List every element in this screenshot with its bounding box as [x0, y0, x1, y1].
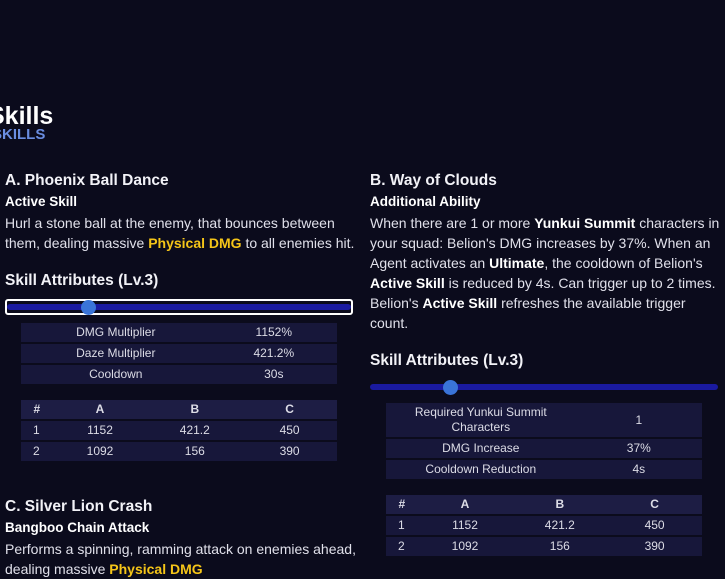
header-row: # A B C — [386, 495, 702, 514]
attribute-row: Cooldown Reduction 4s — [386, 460, 702, 479]
attribute-label: DMG Increase — [386, 439, 576, 458]
skill-section: A. Phoenix Ball Dance Active Skill Hurl … — [5, 171, 357, 463]
slider-track — [370, 384, 718, 390]
level-cell: 156 — [147, 442, 243, 461]
skill-description: When there are 1 or more Yunkui Summit c… — [370, 213, 720, 333]
level-cell: 1 — [21, 421, 53, 440]
skill-description: Performs a spinning, ramming attack on e… — [5, 539, 357, 579]
attribute-label: Daze Multiplier — [21, 344, 211, 363]
emphasis: Yunkui Summit — [534, 215, 636, 231]
level-cell: 390 — [607, 537, 702, 556]
level-row: 1 1152 421.2 450 — [386, 516, 702, 535]
skill-section: C. Silver Lion Crash Bangboo Chain Attac… — [5, 497, 357, 579]
attribute-value: 37% — [575, 439, 702, 458]
column-header: A — [417, 495, 513, 514]
attributes-table: DMG Multiplier 1152% Daze Multiplier 421.2%… — [21, 321, 337, 386]
attributes-heading: Skill Attributes (Lv.3) — [5, 272, 159, 289]
header-row: # A B C — [21, 400, 337, 419]
emphasis: Physical DMG — [109, 561, 203, 577]
text-run: When there are 1 or more — [370, 215, 535, 231]
attribute-value: 30s — [210, 365, 337, 384]
emphasis: Ultimate — [489, 255, 545, 271]
attribute-row: DMG Multiplier 1152% — [21, 323, 337, 342]
level-cell: 1 — [386, 516, 418, 535]
skill-description: Hurl a stone ball at the enemy, that bou… — [5, 213, 357, 253]
attribute-label: Cooldown — [21, 365, 211, 384]
attribute-row: Required Yunkui Summit Characters 1 — [386, 403, 702, 437]
column-header: B — [147, 400, 243, 419]
level-cell: 450 — [242, 421, 337, 440]
slider-thumb[interactable] — [81, 299, 96, 315]
text-run: to all enemies hit. — [241, 235, 355, 251]
level-cell: 1092 — [417, 537, 513, 556]
skill-title: C. Silver Lion Crash — [5, 498, 153, 515]
page-title: Skills — [0, 102, 54, 130]
text-run: is reduced by 4s. Can trigger up to 2 ti… — [370, 275, 716, 311]
attribute-value: 1152% — [210, 323, 337, 342]
level-row: 2 1092 156 390 — [386, 537, 702, 556]
attribute-label: DMG Multiplier — [21, 323, 211, 342]
attribute-row: Cooldown 30s — [21, 365, 337, 384]
emphasis: Active Skill — [370, 275, 445, 291]
column-header: B — [512, 495, 608, 514]
column-header: # — [21, 400, 53, 419]
skill-kind: Active Skill — [5, 194, 78, 209]
level-cell: 1152 — [417, 516, 513, 535]
level-cell: 1092 — [52, 442, 148, 461]
attributes-table: Required Yunkui Summit Characters 1 DMG In… — [386, 401, 702, 481]
level-cell: 1152 — [52, 421, 148, 440]
level-slider[interactable] — [370, 379, 718, 395]
level-row: 2 1092 156 390 — [21, 442, 337, 461]
level-cell: 2 — [21, 442, 53, 461]
attributes-heading: Skill Attributes (Lv.3) — [370, 352, 524, 369]
skill-kind: Bangboo Chain Attack — [5, 520, 150, 535]
text-run: characters in your squad: Belion's DMG i… — [370, 215, 720, 271]
attribute-label: Cooldown Reduction — [386, 460, 576, 479]
skill-section: B. Way of Clouds Additional Ability When… — [370, 171, 722, 558]
skill-kind: Additional Ability — [370, 194, 481, 209]
attribute-row: DMG Increase 37% — [386, 439, 702, 458]
levels-table: # A B C 1 1152 421.2 450 2 1092 156 390 — [386, 493, 702, 558]
level-cell: 156 — [512, 537, 608, 556]
emphasis: Physical DMG — [148, 235, 242, 251]
level-cell: 2 — [386, 537, 418, 556]
column-header: A — [52, 400, 148, 419]
level-row: 1 1152 421.2 450 — [21, 421, 337, 440]
attribute-row: Daze Multiplier 421.2% — [21, 344, 337, 363]
level-cell: 450 — [607, 516, 702, 535]
skill-title: B. Way of Clouds — [370, 172, 497, 189]
text-run: refreshes the available trigger count. — [370, 295, 686, 331]
slider-track — [7, 304, 351, 310]
column-header: # — [386, 495, 418, 514]
page-subtitle: SKILLS — [0, 126, 46, 143]
attribute-value: 4s — [575, 460, 702, 479]
attribute-label: Required Yunkui Summit Characters — [386, 403, 576, 437]
attribute-value: 421.2% — [210, 344, 337, 363]
levels-table: # A B C 1 1152 421.2 450 2 1092 156 390 — [21, 398, 337, 463]
column-header: C — [242, 400, 337, 419]
text-run: , the cooldown of Belion's — [544, 255, 703, 271]
level-slider[interactable] — [5, 299, 353, 315]
emphasis: Active Skill — [422, 295, 498, 311]
level-cell: 421.2 — [147, 421, 243, 440]
text-run: Hurl a stone ball at the enemy, that bou… — [5, 215, 335, 251]
level-cell: 421.2 — [512, 516, 608, 535]
skill-title: A. Phoenix Ball Dance — [5, 172, 169, 189]
attribute-value: 1 — [575, 403, 702, 437]
column-header: C — [607, 495, 702, 514]
level-cell: 390 — [242, 442, 337, 461]
slider-thumb[interactable] — [443, 379, 458, 395]
